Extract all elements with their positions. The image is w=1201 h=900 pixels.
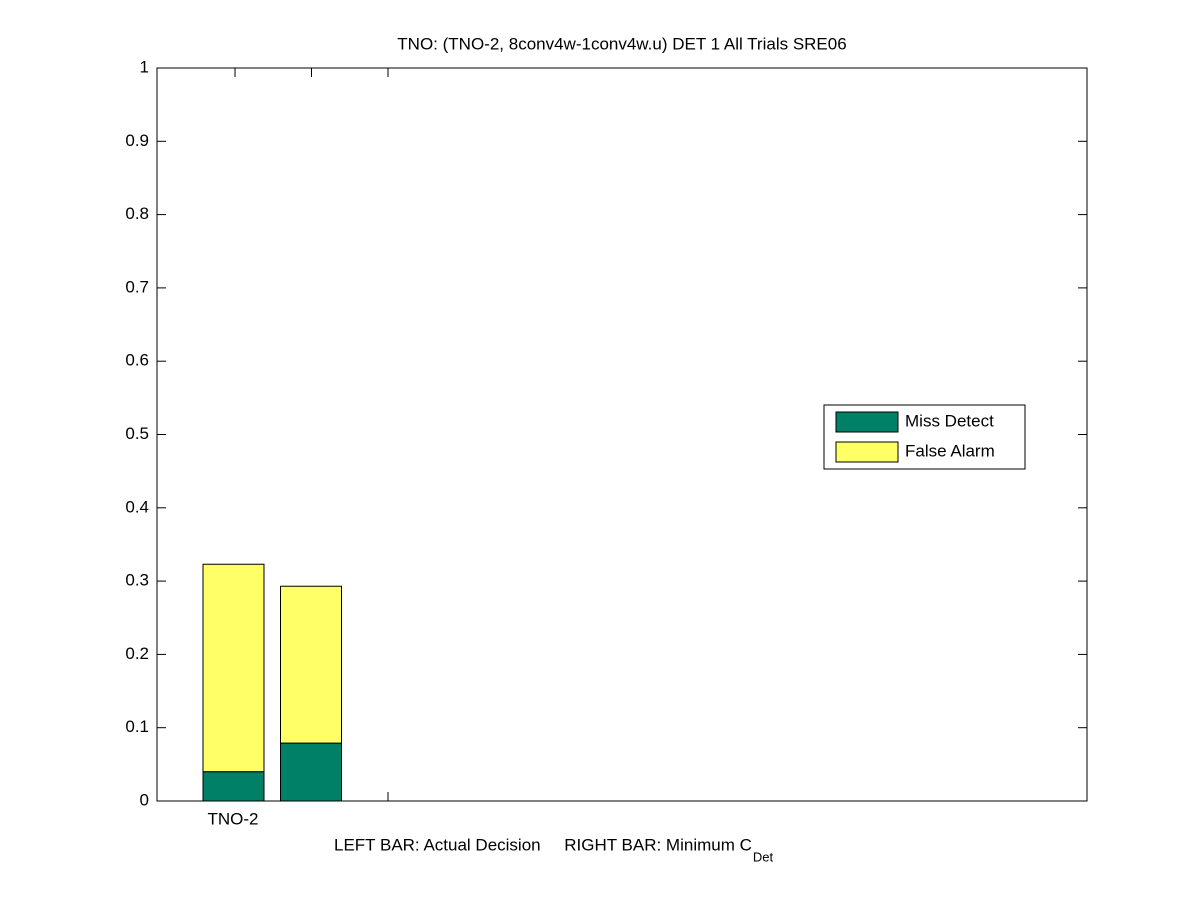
x-tick-label: TNO-2 bbox=[208, 809, 259, 828]
y-tick-label: 0.6 bbox=[125, 351, 149, 370]
legend-label: False Alarm bbox=[905, 441, 995, 460]
y-tick-label: 1 bbox=[140, 57, 149, 76]
bar-segment bbox=[280, 742, 342, 802]
y-tick-label: 0.9 bbox=[125, 131, 149, 150]
bar-segment bbox=[202, 771, 265, 802]
bar-segment bbox=[202, 563, 265, 773]
bar-segment bbox=[280, 585, 342, 744]
legend-swatch bbox=[835, 411, 899, 433]
y-tick-label: 0.3 bbox=[125, 571, 149, 590]
y-tick-label: 0.4 bbox=[125, 497, 149, 516]
x-axis-label-subscript: Det bbox=[753, 849, 774, 864]
x-axis-label: LEFT BAR: Actual Decision RIGHT BAR: Min… bbox=[334, 835, 752, 854]
y-tick-label: 0.8 bbox=[125, 204, 149, 223]
chart-title: TNO: (TNO-2, 8conv4w-1conv4w.u) DET 1 Al… bbox=[397, 34, 846, 53]
y-tick-label: 0.5 bbox=[125, 424, 149, 443]
y-tick-label: 0.7 bbox=[125, 277, 149, 296]
y-tick-label: 0 bbox=[140, 790, 149, 809]
y-tick-label: 0.2 bbox=[125, 644, 149, 663]
y-tick-label: 0.1 bbox=[125, 717, 149, 736]
legend-label: Miss Detect bbox=[905, 411, 994, 430]
legend-swatch bbox=[835, 441, 899, 463]
